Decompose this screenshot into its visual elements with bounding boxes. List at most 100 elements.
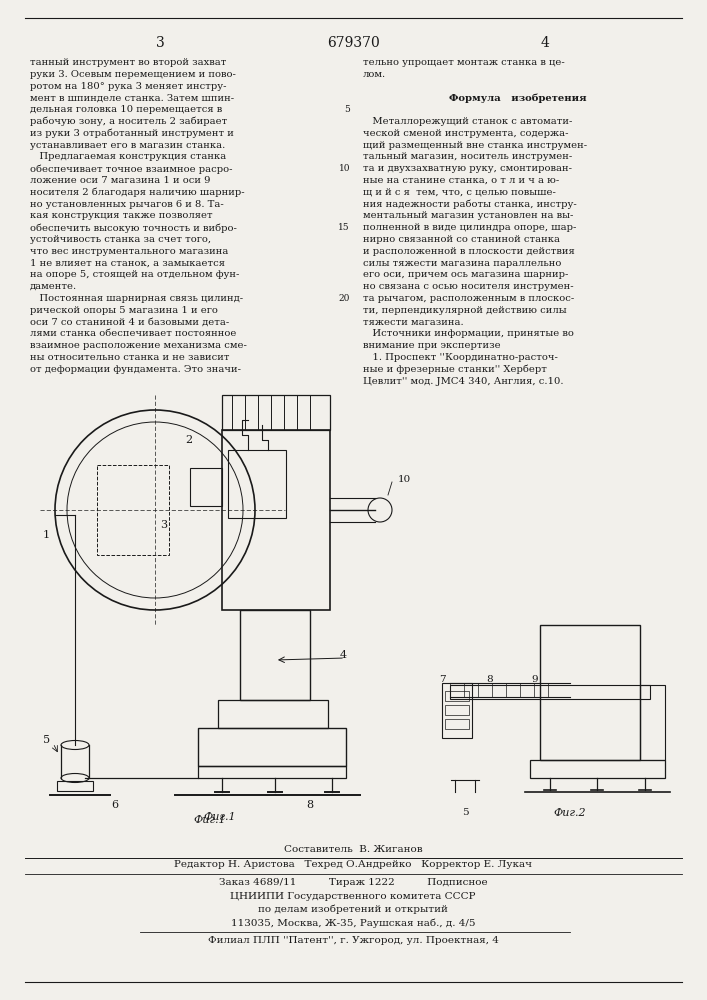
Text: Редактор Н. Аристова   Техред О.Андрейко   Корректор Е. Лукач: Редактор Н. Аристова Техред О.Андрейко К… <box>174 860 532 869</box>
Text: 2: 2 <box>185 435 192 445</box>
Text: 3: 3 <box>160 520 167 530</box>
Text: тельно упрощает монтаж станка в це-: тельно упрощает монтаж станка в це- <box>363 58 565 67</box>
Text: 4: 4 <box>340 650 347 660</box>
Text: Металлорежущий станок с автомати-: Металлорежущий станок с автомати- <box>363 117 573 126</box>
Text: танный инструмент во второй захват: танный инструмент во второй захват <box>30 58 226 67</box>
Text: Филиал ПЛП ''Патент'', г. Ужгород, ул. Проектная, 4: Филиал ПЛП ''Патент'', г. Ужгород, ул. П… <box>208 936 498 945</box>
Text: тяжести магазина.: тяжести магазина. <box>363 318 464 327</box>
Text: 9: 9 <box>532 675 538 684</box>
Text: руки 3. Осевым перемещением и пово-: руки 3. Осевым перемещением и пово- <box>30 70 236 79</box>
Text: 15: 15 <box>339 223 350 232</box>
Text: ческой сменой инструмента, содержа-: ческой сменой инструмента, содержа- <box>363 129 568 138</box>
Text: его оси, причем ось магазина шарнир-: его оси, причем ось магазина шарнир- <box>363 270 568 279</box>
Text: и расположенной в плоскости действия: и расположенной в плоскости действия <box>363 247 575 256</box>
Text: щ и й с я  тем, что, с целью повыше-: щ и й с я тем, что, с целью повыше- <box>363 188 556 197</box>
Text: Фиг.1: Фиг.1 <box>194 815 226 825</box>
Text: полненной в виде цилиндра опоре, шар-: полненной в виде цилиндра опоре, шар- <box>363 223 576 232</box>
Bar <box>445 719 469 729</box>
Bar <box>198 766 346 778</box>
Text: лями станка обеспечивает постоянное: лями станка обеспечивает постоянное <box>30 329 236 338</box>
Bar <box>442 683 472 738</box>
Text: оси 7 со станиной 4 и базовыми дета-: оси 7 со станиной 4 и базовыми дета- <box>30 318 229 327</box>
Text: 5: 5 <box>344 105 350 114</box>
Text: но связана с осью носителя инструмен-: но связана с осью носителя инструмен- <box>363 282 573 291</box>
Text: 113035, Москва, Ж-35, Раушская наб., д. 4/5: 113035, Москва, Ж-35, Раушская наб., д. … <box>230 918 475 928</box>
Text: ны относительно станка и не зависит: ны относительно станка и не зависит <box>30 353 230 362</box>
Text: нирно связанной со станиной станка: нирно связанной со станиной станка <box>363 235 560 244</box>
Bar <box>218 700 328 728</box>
Bar <box>228 450 286 518</box>
Text: ные и фрезерные станки'' Херберт: ные и фрезерные станки'' Херберт <box>363 365 547 374</box>
Text: 8: 8 <box>486 675 493 684</box>
Text: обеспечивает точное взаимное расpo-: обеспечивает точное взаимное расpo- <box>30 164 233 174</box>
Text: 679370: 679370 <box>327 36 380 50</box>
Bar <box>240 610 310 700</box>
Bar <box>445 705 469 715</box>
Text: Формула   изобретения: Формула изобретения <box>449 93 587 103</box>
Text: 1 не влияет на станок, а замыкается: 1 не влияет на станок, а замыкается <box>30 259 225 268</box>
Text: тальный магазин, носитель инструмен-: тальный магазин, носитель инструмен- <box>363 152 572 161</box>
Text: обеспечить высокую точность и вибро-: обеспечить высокую точность и вибро- <box>30 223 237 233</box>
Text: 10: 10 <box>339 164 350 173</box>
Text: 8: 8 <box>306 800 314 810</box>
Text: 20: 20 <box>339 294 350 303</box>
Text: устойчивость станка за счет того,: устойчивость станка за счет того, <box>30 235 211 244</box>
Text: Цевлит'' мод. JMC4 340, Англия, с.10.: Цевлит'' мод. JMC4 340, Англия, с.10. <box>363 377 563 386</box>
Text: 6: 6 <box>112 800 119 810</box>
Bar <box>445 691 469 701</box>
Text: Предлагаемая конструкция станка: Предлагаемая конструкция станка <box>30 152 226 161</box>
Text: на опоре 5, стоящей на отдельном фун-: на опоре 5, стоящей на отдельном фун- <box>30 270 240 279</box>
Bar <box>640 685 665 760</box>
Text: Фиг.1: Фиг.1 <box>204 812 236 822</box>
Bar <box>450 685 650 699</box>
Text: 1. Проспект ''Координатно-расточ-: 1. Проспект ''Координатно-расточ- <box>363 353 558 362</box>
Text: ЦНИИПИ Государственного комитета СССР: ЦНИИПИ Государственного комитета СССР <box>230 892 476 901</box>
Text: рической опоры 5 магазина 1 и его: рической опоры 5 магазина 1 и его <box>30 306 218 315</box>
Text: рабочую зону, а носитель 2 забирает: рабочую зону, а носитель 2 забирает <box>30 117 227 126</box>
Text: что вес инструментального магазина: что вес инструментального магазина <box>30 247 228 256</box>
Text: Составитель  В. Жиганов: Составитель В. Жиганов <box>284 845 422 854</box>
Bar <box>222 395 330 430</box>
Text: ные на станине станка, о т л и ч а ю-: ные на станине станка, о т л и ч а ю- <box>363 176 559 185</box>
Text: по делам изобретений и открытий: по делам изобретений и открытий <box>258 905 448 914</box>
Bar <box>97 465 169 555</box>
Text: взаимное расположение механизма сме-: взаимное расположение механизма сме- <box>30 341 247 350</box>
Bar <box>530 760 665 778</box>
Text: щий размещенный вне станка инструмен-: щий размещенный вне станка инструмен- <box>363 141 587 150</box>
Text: внимание при экспертизе: внимание при экспертизе <box>363 341 501 350</box>
Text: та рычагом, расположенным в плоскос-: та рычагом, расположенным в плоскос- <box>363 294 574 303</box>
Text: 5: 5 <box>43 735 50 745</box>
Text: мент в шпинделе станка. Затем шпин-: мент в шпинделе станка. Затем шпин- <box>30 93 234 102</box>
Text: силы тяжести магазина параллельно: силы тяжести магазина параллельно <box>363 259 561 268</box>
Text: Источники информации, принятые во: Источники информации, принятые во <box>363 329 574 338</box>
Text: даменте.: даменте. <box>30 282 77 291</box>
Text: Фиг.2: Фиг.2 <box>554 808 586 818</box>
Text: 4: 4 <box>541 36 549 50</box>
Text: от деформации фундамента. Это значи-: от деформации фундамента. Это значи- <box>30 365 241 374</box>
Text: дельная головка 10 перемещается в: дельная головка 10 перемещается в <box>30 105 222 114</box>
Text: Заказ 4689/11          Тираж 1222          Подписное: Заказ 4689/11 Тираж 1222 Подписное <box>218 878 487 887</box>
Text: носителя 2 благодаря наличию шарнир-: носителя 2 благодаря наличию шарнир- <box>30 188 245 197</box>
Text: та и двухзахватную руку, смонтирован-: та и двухзахватную руку, смонтирован- <box>363 164 572 173</box>
Text: ментальный магазин установлен на вы-: ментальный магазин установлен на вы- <box>363 211 573 220</box>
Text: 5: 5 <box>462 808 468 817</box>
Bar <box>198 728 346 766</box>
Text: но установленных рычагов 6 и 8. Та-: но установленных рычагов 6 и 8. Та- <box>30 200 223 209</box>
Text: лом.: лом. <box>363 70 386 79</box>
Text: из руки 3 отработанный инструмент и: из руки 3 отработанный инструмент и <box>30 129 234 138</box>
Text: 1: 1 <box>43 530 50 540</box>
Bar <box>57 781 93 791</box>
Text: ти, перпендикулярной действию силы: ти, перпендикулярной действию силы <box>363 306 566 315</box>
Bar <box>222 430 330 610</box>
Bar <box>190 468 222 506</box>
Text: устанавливает его в магазин станка.: устанавливает его в магазин станка. <box>30 141 226 150</box>
Text: кая конструкция также позволяет: кая конструкция также позволяет <box>30 211 213 220</box>
Text: 7: 7 <box>438 675 445 684</box>
Text: Постоянная шарнирная связь цилинд-: Постоянная шарнирная связь цилинд- <box>30 294 243 303</box>
Text: ложение оси 7 магазина 1 и оси 9: ложение оси 7 магазина 1 и оси 9 <box>30 176 211 185</box>
Text: ния надежности работы станка, инстру-: ния надежности работы станка, инстру- <box>363 200 577 209</box>
Text: ротом на 180° рука 3 меняет инстру-: ротом на 180° рука 3 меняет инстру- <box>30 82 226 91</box>
Text: 10: 10 <box>398 475 411 484</box>
Bar <box>540 625 640 760</box>
Text: 3: 3 <box>156 36 164 50</box>
